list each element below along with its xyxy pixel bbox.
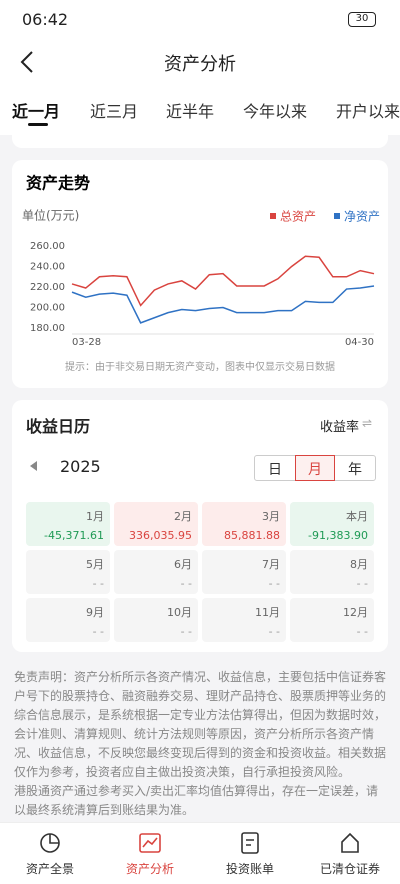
card-partial [12, 130, 388, 148]
cell-value: - - [92, 577, 104, 590]
mode-button[interactable]: 日 [268, 462, 282, 478]
cell-value: - - [356, 625, 368, 638]
calendar-cell[interactable]: 11月 - - [202, 598, 286, 642]
legend-label: 净资产 [344, 210, 380, 224]
cell-value: - - [356, 577, 368, 590]
nav-item[interactable]: 已清仓证券 [319, 862, 380, 876]
legend-swatch [334, 213, 340, 219]
bottom-nav [0, 822, 400, 884]
back-button[interactable] [16, 48, 40, 76]
series-line [71, 255, 375, 307]
cell-month: 11月 [255, 606, 280, 619]
tab[interactable]: 近半年 [166, 102, 215, 121]
chart: 资产走势 单位(万元) 提示：由于非交易日期无资产变动，图表中仅显示交易日数据 … [22, 174, 380, 374]
chart-note: 提示：由于非交易日期无资产变动，图表中仅显示交易日数据 [65, 360, 335, 373]
cell-month: 7月 [262, 558, 280, 571]
x-tick-label: 03-28 [72, 337, 101, 348]
tab-indicator [28, 123, 48, 126]
calendar-cell[interactable]: 7月 - - [202, 550, 286, 594]
disclaimer: 免责声明：资产分析所示各资产情况、收益信息，主要包括中信证券客户号下的股票持仓、… [14, 668, 386, 820]
calendar-cell[interactable]: 5月 - - [26, 550, 110, 594]
legend-swatch [270, 213, 276, 219]
y-tick-label: 180.00 [30, 323, 65, 334]
disclaimer-text: 免责声明：资产分析所示各资产情况、收益信息，主要包括中信证券客户号下的股票持仓、… [14, 670, 387, 779]
y-tick-label: 220.00 [30, 282, 65, 293]
calendar-cell[interactable]: 2月 336,035.95 [114, 502, 198, 546]
cell-value: -91,383.90 [308, 529, 368, 542]
calendar-card: 收益日历 收益率 ⇌ 2025 日 月 年 1月 -45,371.61 2月 336,03… [12, 400, 388, 652]
tab[interactable]: 今年以来 [243, 102, 308, 121]
top-bar [0, 0, 400, 135]
tab[interactable]: 开户以来 [336, 102, 400, 121]
page-title: 资产分析 [164, 54, 236, 75]
calendar-cell[interactable]: 本月 -91,383.90 [290, 502, 374, 546]
nav-item[interactable]: 投资账单 [225, 862, 274, 876]
cell-month: 1月 [86, 510, 104, 523]
cell-value: 336,035.95 [129, 529, 192, 542]
calendar-cell[interactable]: 3月 85,881.88 [202, 502, 286, 546]
nav-item[interactable]: 资产全景 [25, 862, 74, 876]
card-title: 收益日历 [26, 417, 91, 436]
tab[interactable]: 近三月 [90, 102, 139, 121]
cell-value: - - [268, 577, 280, 590]
cell-month: 本月 [346, 510, 368, 523]
cell-value: - - [180, 577, 192, 590]
y-tick-label: 200.00 [30, 303, 65, 314]
unit-label: 单位(万元) [22, 208, 79, 223]
x-tick-label: 04-30 [345, 337, 374, 348]
cell-month: 5月 [86, 558, 104, 571]
status-time: 06:42 [22, 10, 69, 29]
calendar-cell[interactable]: 10月 - - [114, 598, 198, 642]
year: 2025 [60, 457, 101, 476]
cell-value: - - [268, 625, 280, 638]
toggle-icon: ⇌ [362, 416, 373, 430]
cell-month: 8月 [350, 558, 368, 571]
y-tick-label: 240.00 [30, 262, 65, 273]
cell-month: 6月 [174, 558, 192, 571]
cell-value: - - [92, 625, 104, 638]
prev-year[interactable] [28, 460, 38, 472]
cell-month: 12月 [343, 606, 368, 619]
rate-toggle[interactable]: 收益率 [320, 420, 360, 435]
cell-value: - - [180, 625, 192, 638]
cell-month: 2月 [174, 510, 192, 523]
calendar-cell[interactable]: 9月 - - [26, 598, 110, 642]
battery: 30 [348, 12, 376, 27]
cell-value: 85,881.88 [224, 529, 280, 542]
series-line [71, 285, 375, 324]
asset-trend-card: 资产走势 单位(万元) 提示：由于非交易日期无资产变动，图表中仅显示交易日数据 … [12, 160, 388, 388]
cell-month: 9月 [86, 606, 104, 619]
nav-icons [40, 832, 359, 854]
calendar-cell[interactable]: 12月 - - [290, 598, 374, 642]
mode-active [295, 455, 335, 481]
tab[interactable]: 近一月 [12, 102, 61, 121]
calendar-cell[interactable]: 1月 -45,371.61 [26, 502, 110, 546]
cell-month: 3月 [262, 510, 280, 523]
calendar-cell[interactable]: 8月 - - [290, 550, 374, 594]
disclaimer-text: 港股通资产通过参考买入/卖出汇率均值估算得出，存在一定误差，请以最终系统清算后到… [14, 784, 379, 817]
nav-item[interactable]: 资产分析 [125, 862, 174, 876]
mode-button[interactable]: 年 [348, 462, 362, 478]
legend-label: 总资产 [280, 210, 316, 224]
mode-button[interactable]: 月 [308, 462, 322, 478]
y-tick-label: 260.00 [30, 241, 65, 252]
cell-month: 10月 [167, 606, 192, 619]
cell-value: -45,371.61 [44, 529, 104, 542]
calendar-cell[interactable]: 6月 - - [114, 550, 198, 594]
card-title: 资产走势 [26, 174, 90, 193]
